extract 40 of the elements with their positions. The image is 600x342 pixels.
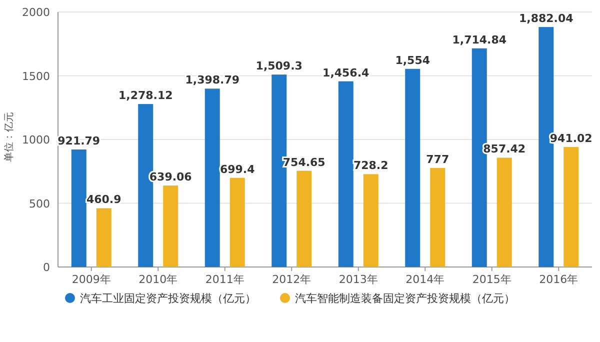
x-tick-label: 2013年 [338,273,378,286]
data-label: 921.79 [58,134,100,148]
data-label: 777 [426,152,450,166]
bar [496,158,512,267]
y-tick-label: 2000 [22,6,50,19]
x-tick-label: 2011年 [205,273,244,286]
x-tick-label: 2015年 [472,273,512,286]
bar [338,81,354,267]
data-label: 460.9 [86,193,122,206]
y-tick-label: 1500 [22,70,50,83]
bar [564,147,579,267]
bar [96,208,112,267]
bar [71,149,86,267]
x-tick-label: 2012年 [272,273,312,286]
data-label: 728.2 [353,159,388,172]
data-label: 1,456.4 [322,66,370,80]
y-axis-title: 单位：亿元 [3,112,15,162]
bar [163,186,178,267]
bar [363,174,378,267]
data-label: 1,882.04 [518,12,574,26]
x-tick-label: 2010年 [138,273,178,286]
data-label: 1,278.12 [118,89,173,102]
bar [405,68,420,267]
y-tick-label: 1000 [22,134,50,146]
x-tick-label: 2014年 [406,273,445,286]
y-tick-label: 0 [43,261,50,274]
legend-label: 汽车智能制造装备固定资产投资规模（亿元） [295,292,515,305]
data-label: 1,509.3 [256,60,302,73]
y-tick-label: 500 [29,197,50,210]
bar [230,178,245,267]
data-label: 1,554 [395,54,430,67]
data-label: 1,714.84 [452,33,507,46]
x-tick-label: 2016年 [539,273,578,286]
bar [204,88,220,267]
x-tick-label: 2009年 [72,273,111,286]
bar [430,168,446,267]
legend-label: 汽车工业固定资产投资规模（亿元） [80,292,256,305]
data-label: 1,398.79 [185,74,240,87]
bar [296,170,312,267]
data-label: 699.4 [220,162,256,176]
